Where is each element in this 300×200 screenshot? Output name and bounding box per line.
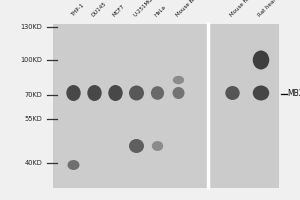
Text: MB21D1: MB21D1	[287, 90, 300, 98]
Text: Mouse brain: Mouse brain	[175, 0, 202, 18]
Text: DU145: DU145	[91, 1, 108, 18]
Ellipse shape	[129, 139, 144, 153]
Text: 70KD: 70KD	[24, 92, 42, 98]
Text: MCF7: MCF7	[112, 4, 126, 18]
Text: 40KD: 40KD	[24, 160, 42, 166]
Text: 55KD: 55KD	[24, 116, 42, 122]
FancyBboxPatch shape	[211, 24, 279, 188]
FancyBboxPatch shape	[52, 24, 279, 188]
Text: Rat heart: Rat heart	[257, 0, 279, 18]
Text: HeLa: HeLa	[154, 5, 167, 18]
Ellipse shape	[151, 86, 164, 100]
Ellipse shape	[253, 86, 269, 100]
Ellipse shape	[129, 86, 144, 100]
Text: THP-1: THP-1	[70, 3, 85, 18]
Ellipse shape	[173, 76, 184, 84]
Ellipse shape	[225, 86, 240, 100]
Text: Mouse heart: Mouse heart	[229, 0, 257, 18]
Text: U-251MG: U-251MG	[133, 0, 154, 18]
Ellipse shape	[87, 85, 102, 101]
Ellipse shape	[66, 85, 81, 101]
Ellipse shape	[253, 50, 269, 70]
Text: 100KD: 100KD	[20, 57, 42, 63]
Ellipse shape	[172, 87, 184, 99]
Ellipse shape	[108, 85, 123, 101]
Ellipse shape	[68, 160, 80, 170]
Text: 130KD: 130KD	[20, 24, 42, 30]
Ellipse shape	[152, 141, 163, 151]
